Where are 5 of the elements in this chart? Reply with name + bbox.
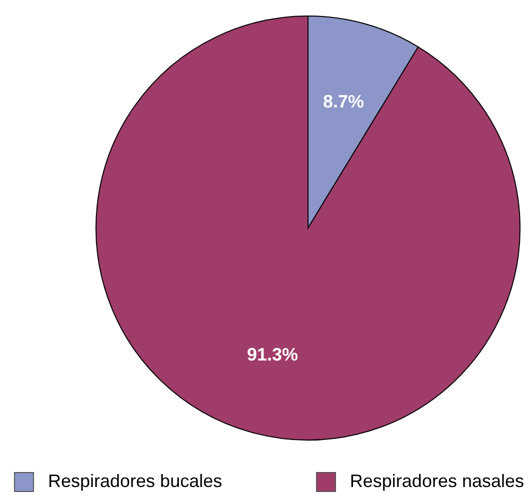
legend-label: Respiradores bucales (48, 471, 222, 492)
pie-slice (96, 16, 520, 440)
data-label: 8.7% (322, 91, 364, 112)
slice-label: Respiradores nasales (350, 471, 524, 492)
data-label: 91.3% (246, 344, 298, 365)
